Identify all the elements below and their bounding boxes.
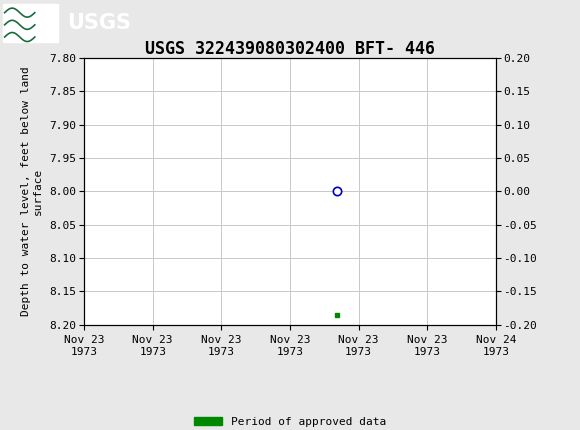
Legend: Period of approved data: Period of approved data [190,412,390,430]
Text: USGS 322439080302400 BFT- 446: USGS 322439080302400 BFT- 446 [145,40,435,58]
FancyBboxPatch shape [3,3,58,42]
Text: USGS: USGS [67,12,130,33]
Y-axis label: Depth to water level, feet below land
surface: Depth to water level, feet below land su… [21,67,42,316]
